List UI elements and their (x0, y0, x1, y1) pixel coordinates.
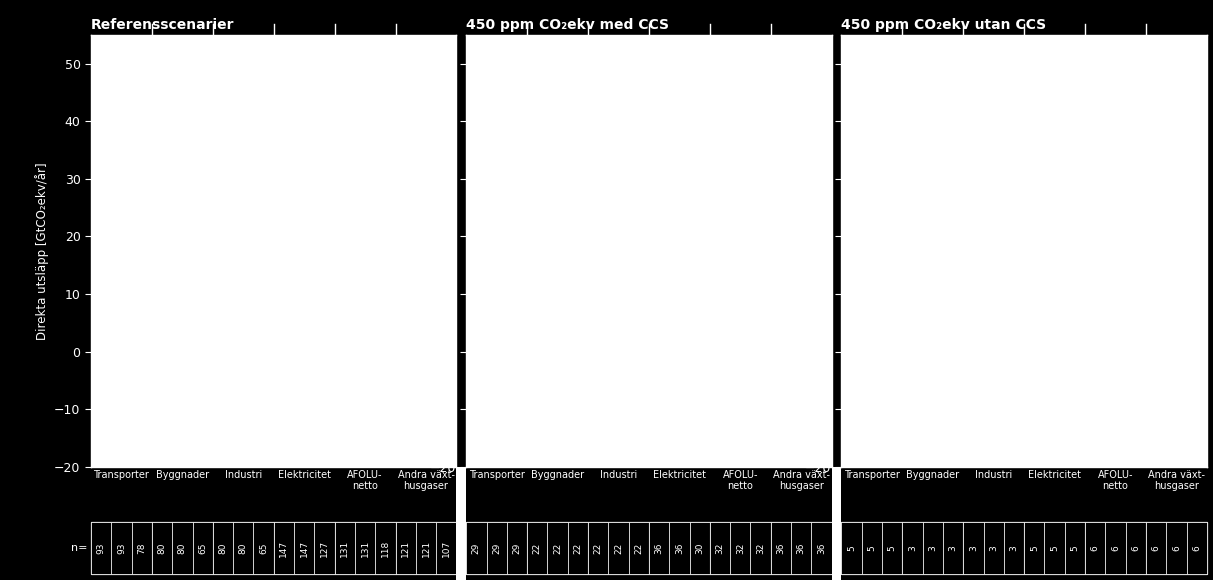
Text: 121: 121 (422, 539, 431, 557)
Text: 22: 22 (574, 542, 582, 554)
Text: Industri: Industri (600, 470, 637, 480)
Text: 6: 6 (1111, 545, 1120, 551)
Text: 80: 80 (178, 542, 187, 554)
Text: 3: 3 (1009, 545, 1019, 551)
Text: 30: 30 (695, 542, 705, 554)
Text: 6: 6 (1090, 545, 1100, 551)
Text: 80: 80 (218, 542, 228, 554)
Text: 93: 93 (116, 542, 126, 554)
Text: Transporter: Transporter (93, 470, 149, 480)
Text: 93: 93 (97, 542, 106, 554)
Text: n=: n= (70, 543, 87, 553)
Text: 32: 32 (736, 542, 745, 554)
Text: Industri: Industri (975, 470, 1013, 480)
Text: 131: 131 (360, 539, 370, 557)
Text: 32: 32 (756, 542, 765, 554)
Text: 5: 5 (867, 545, 876, 551)
Text: AFOLU-
netto: AFOLU- netto (723, 470, 758, 491)
Text: 29: 29 (512, 542, 522, 554)
Text: Transporter: Transporter (844, 470, 900, 480)
Text: 450 ppm CO₂ekv med CCS: 450 ppm CO₂ekv med CCS (466, 18, 670, 32)
Text: Byggnader: Byggnader (531, 470, 585, 480)
Text: 147: 147 (279, 539, 289, 557)
Text: 3: 3 (928, 545, 938, 551)
Text: 5: 5 (847, 545, 856, 551)
Text: 127: 127 (320, 539, 329, 557)
Text: 121: 121 (402, 539, 410, 557)
Text: Byggnader: Byggnader (155, 470, 209, 480)
Text: Andra växt-
husgaser: Andra växt- husgaser (398, 470, 455, 491)
Text: 32: 32 (716, 542, 724, 554)
Text: 5: 5 (1070, 545, 1080, 551)
Text: AFOLU-
netto: AFOLU- netto (1098, 470, 1133, 491)
Text: 147: 147 (300, 539, 308, 557)
Text: 22: 22 (593, 542, 603, 554)
Text: Byggnader: Byggnader (906, 470, 959, 480)
Text: 36: 36 (797, 542, 805, 554)
Text: Andra växt-
husgaser: Andra växt- husgaser (1147, 470, 1205, 491)
Text: 36: 36 (818, 542, 826, 554)
Text: 107: 107 (442, 539, 451, 557)
Text: 5: 5 (888, 545, 896, 551)
Text: Referensscenarier: Referensscenarier (91, 18, 234, 32)
Text: 65: 65 (260, 542, 268, 554)
Text: 6: 6 (1192, 545, 1201, 551)
Text: 3: 3 (909, 545, 917, 551)
Text: 80: 80 (158, 542, 166, 554)
Text: 6: 6 (1132, 545, 1140, 551)
Text: 5: 5 (1050, 545, 1059, 551)
Text: Elektricitet: Elektricitet (278, 470, 331, 480)
Text: 78: 78 (137, 542, 147, 554)
Text: 29: 29 (472, 542, 480, 554)
Text: Industri: Industri (224, 470, 262, 480)
Text: 6: 6 (1151, 545, 1161, 551)
Text: 65: 65 (198, 542, 207, 554)
Text: 450 ppm CO₂ekv utan CCS: 450 ppm CO₂ekv utan CCS (842, 18, 1047, 32)
Text: 80: 80 (239, 542, 247, 554)
Text: Transporter: Transporter (468, 470, 524, 480)
Text: 36: 36 (655, 542, 664, 554)
Text: 3: 3 (949, 545, 957, 551)
Text: 5: 5 (1030, 545, 1038, 551)
Text: 22: 22 (553, 542, 562, 554)
Text: Elektricitet: Elektricitet (653, 470, 706, 480)
Text: 3: 3 (990, 545, 998, 551)
Text: 131: 131 (341, 539, 349, 557)
Text: 6: 6 (1172, 545, 1181, 551)
Text: 36: 36 (776, 542, 786, 554)
Text: 29: 29 (492, 542, 501, 554)
Y-axis label: Direkta utsläpp [GtCO₂ekv/år]: Direkta utsläpp [GtCO₂ekv/år] (35, 162, 49, 340)
Text: 22: 22 (614, 542, 623, 554)
Text: 118: 118 (381, 539, 389, 557)
Text: 22: 22 (533, 542, 542, 554)
Text: Elektricitet: Elektricitet (1029, 470, 1081, 480)
Text: Andra växt-
husgaser: Andra växt- husgaser (773, 470, 830, 491)
Text: 36: 36 (674, 542, 684, 554)
Text: AFOLU-
netto: AFOLU- netto (347, 470, 383, 491)
Text: 22: 22 (634, 542, 643, 554)
Text: 3: 3 (969, 545, 978, 551)
